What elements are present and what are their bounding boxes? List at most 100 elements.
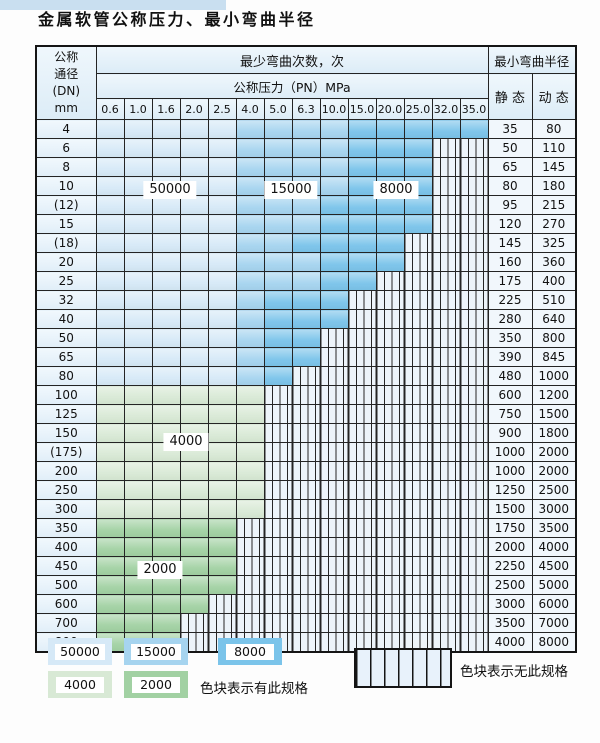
grid-cell <box>151 499 181 519</box>
grid-cell <box>459 347 489 367</box>
grid-cell <box>235 252 265 272</box>
grid-cell <box>263 233 293 253</box>
grid-cell <box>235 176 265 196</box>
cycle-count-label-4000: 4000 <box>163 433 209 451</box>
grid-cell <box>95 176 125 196</box>
grid-cell <box>347 195 377 215</box>
grid-cell <box>459 594 489 614</box>
dn-label: 50 <box>35 328 97 348</box>
pressure-value-header: 2.5 <box>207 98 237 120</box>
grid-cell <box>263 252 293 272</box>
grid-cell <box>207 442 237 462</box>
cycle-count-label-8000: 8000 <box>373 181 419 199</box>
grid-cell <box>207 214 237 234</box>
grid-cell <box>319 252 349 272</box>
grid-cell <box>403 138 433 158</box>
grid-cell <box>179 556 209 576</box>
grid-cell <box>207 461 237 481</box>
grid-cell <box>459 613 489 633</box>
grid-cell <box>263 613 293 633</box>
grid-cell <box>431 290 461 310</box>
grid-cell <box>347 613 377 633</box>
static-radius-value: 3500 <box>487 613 533 633</box>
grid-cell <box>151 613 181 633</box>
grid-cell <box>123 385 153 405</box>
grid-cell <box>431 309 461 329</box>
grid-cell <box>431 613 461 633</box>
grid-cell <box>263 290 293 310</box>
dn-header-line: mm <box>54 101 78 115</box>
grid-cell <box>375 214 405 234</box>
grid-cell <box>123 252 153 272</box>
static-radius-value: 1000 <box>487 442 533 462</box>
table-row-dn-8: 8 65 145 <box>35 157 577 177</box>
grid-cell <box>375 575 405 595</box>
dn-label: 20 <box>35 252 97 272</box>
grid-cell <box>291 157 321 177</box>
grid-cell <box>95 537 125 557</box>
grid-cell <box>347 119 377 139</box>
grid-cell <box>347 499 377 519</box>
grid-cell <box>207 613 237 633</box>
grid-cell <box>291 271 321 291</box>
grid-cell <box>403 309 433 329</box>
grid-cell <box>459 328 489 348</box>
grid-cell <box>431 575 461 595</box>
grid-cell <box>95 347 125 367</box>
dynamic-radius-value: 1500 <box>531 404 577 424</box>
grid-cell <box>123 442 153 462</box>
grid-cell <box>179 138 209 158</box>
table-row-dn-175: (175) 1000 2000 <box>35 442 577 462</box>
grid-cell <box>403 157 433 177</box>
grid-cell <box>263 499 293 519</box>
dynamic-radius-value: 3000 <box>531 499 577 519</box>
grid-cell <box>347 271 377 291</box>
dn-label: (12) <box>35 195 97 215</box>
grid-cell <box>263 119 293 139</box>
grid-cell <box>459 290 489 310</box>
grid-cell <box>431 195 461 215</box>
static-radius-value: 750 <box>487 404 533 424</box>
grid-cell <box>375 309 405 329</box>
grid-cell <box>123 309 153 329</box>
grid-cell <box>123 518 153 538</box>
cycle-count-label-50000: 50000 <box>143 181 197 199</box>
grid-cell <box>319 385 349 405</box>
grid-cell <box>263 195 293 215</box>
table-row-dn-450: 450 2250 4500 <box>35 556 577 576</box>
grid-cell <box>179 119 209 139</box>
grid-cell <box>375 556 405 576</box>
grid-cell <box>151 328 181 348</box>
grid-cell <box>375 138 405 158</box>
table-row-dn-300: 300 1500 3000 <box>35 499 577 519</box>
legend-swatch-4000: 4000 <box>48 671 112 698</box>
grid-cell <box>95 594 125 614</box>
grid-cell <box>235 195 265 215</box>
grid-cell <box>319 176 349 196</box>
grid-cell <box>151 290 181 310</box>
grid-cell <box>431 594 461 614</box>
dynamic-radius-value: 1800 <box>531 423 577 443</box>
grid-cell <box>179 366 209 386</box>
dynamic-radius-value: 8000 <box>531 632 577 653</box>
grid-cell <box>291 309 321 329</box>
grid-cell <box>123 594 153 614</box>
grid-cell <box>431 556 461 576</box>
grid-cell <box>235 233 265 253</box>
grid-cell <box>291 404 321 424</box>
grid-cell <box>459 176 489 196</box>
grid-cell <box>291 328 321 348</box>
grid-cell <box>347 233 377 253</box>
grid-cell <box>207 480 237 500</box>
grid-cell <box>347 423 377 443</box>
dynamic-radius-value: 325 <box>531 233 577 253</box>
grid-cell <box>95 442 125 462</box>
legend-swatch-50000: 50000 <box>48 638 112 665</box>
grid-cell <box>403 328 433 348</box>
static-radius-value: 175 <box>487 271 533 291</box>
grid-cell <box>151 480 181 500</box>
grid-cell <box>95 613 125 633</box>
dynamic-radius-value: 360 <box>531 252 577 272</box>
grid-cell <box>459 366 489 386</box>
grid-cell <box>431 499 461 519</box>
